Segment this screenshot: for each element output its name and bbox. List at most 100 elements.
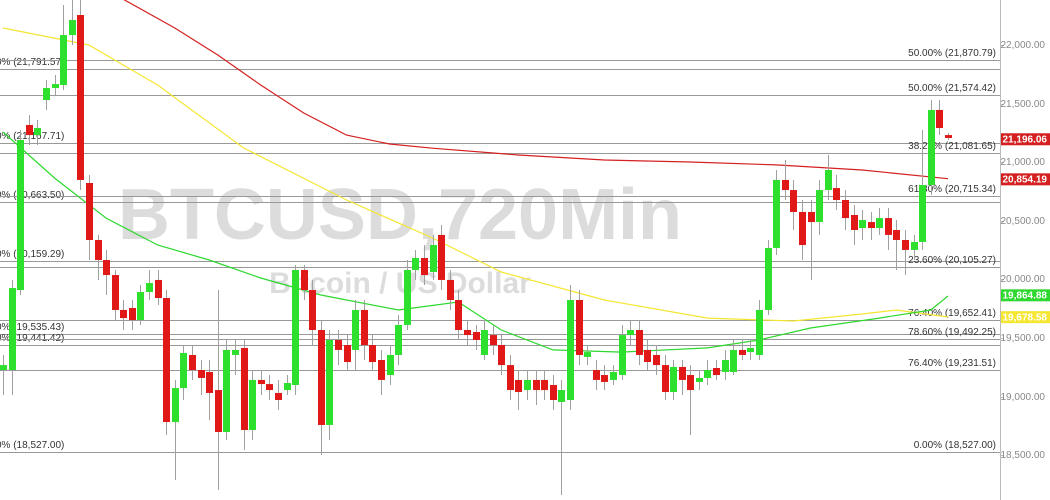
candle-body (275, 392, 282, 400)
candle-body (378, 360, 385, 380)
candle-body (421, 258, 428, 276)
candle-body (790, 190, 797, 212)
candle-body (473, 332, 480, 340)
level-label: 0% (21,167.71) (0, 131, 64, 142)
candle-body (352, 309, 359, 350)
y-tick-label: 21,500.00 (1001, 99, 1046, 110)
candle-body (455, 300, 462, 331)
candle-body (902, 239, 909, 250)
candle-body (808, 211, 815, 223)
level-label: 0% (20,159.29) (0, 249, 64, 260)
candle-body (404, 269, 411, 325)
y-tick-label: 20,500.00 (1001, 216, 1046, 227)
candle-body (172, 388, 179, 423)
price-tag-label: 20,854.19 (1003, 174, 1048, 185)
candle-body (387, 354, 394, 376)
candle-body (859, 220, 866, 229)
candle-body (344, 345, 351, 363)
level-label: 76.40% (19,652.41) (908, 308, 996, 319)
candle-body (163, 298, 170, 423)
candle-body (876, 218, 883, 229)
candle-body (524, 379, 531, 391)
candle-body (576, 300, 583, 355)
price-tag-label: 19,864.88 (1003, 290, 1048, 301)
candle-body (558, 390, 565, 402)
candle-body (369, 345, 376, 363)
level-label: 38.20% (21,081.65) (908, 141, 996, 152)
candle-body (593, 369, 600, 380)
candle-body (670, 366, 677, 393)
y-tick-label: 22,000.00 (1001, 40, 1046, 51)
candle-body (756, 309, 763, 355)
candle-body (292, 269, 299, 385)
candle-body (722, 360, 729, 372)
candle-body (9, 288, 16, 370)
candle-body (52, 84, 59, 89)
candle-body (644, 349, 651, 363)
candle-body (120, 309, 127, 319)
plot-area: BTCUSD,720Min Bitcoin / US Dollar 0% (21… (0, 0, 1000, 495)
candle-body (258, 379, 265, 385)
candle-body (687, 375, 694, 391)
level-label: 0% (19,441.42) (0, 333, 64, 344)
candle-body (0, 365, 7, 370)
candle-body (507, 365, 514, 391)
level-label: 0% (18,527.00) (0, 440, 64, 451)
candle-body (919, 184, 926, 242)
candle-body (180, 352, 187, 389)
candle-body (550, 384, 557, 400)
candle-body (241, 347, 248, 431)
candle-body (619, 335, 626, 376)
moving-average-line (2, 131, 949, 353)
candle-body (17, 139, 24, 291)
candle-body (129, 307, 136, 321)
candle-body (189, 354, 196, 370)
y-tick-label: 19,500.00 (1001, 333, 1046, 344)
level-label: 61.80% (20,715.34) (908, 184, 996, 195)
candle-body (60, 35, 67, 85)
candle-body (541, 379, 548, 391)
moving-average-line (123, 0, 949, 180)
candle-body (782, 179, 789, 191)
candle-body (284, 383, 291, 391)
candle-body (627, 330, 634, 336)
candle-body (945, 135, 952, 138)
candle-body (739, 349, 746, 355)
candle-body (155, 279, 162, 299)
watermark-subtitle: Bitcoin / US Dollar (269, 267, 531, 300)
candle-body (533, 379, 540, 391)
candle-body (490, 335, 497, 346)
candle-body (266, 384, 273, 391)
price-tag-label: 21,196.06 (1003, 134, 1048, 145)
price-tag-label: 19,678.58 (1003, 312, 1048, 323)
candle-body (567, 300, 574, 400)
candle-body (223, 349, 230, 433)
level-label: 23.60% (20,105.27) (908, 255, 996, 266)
candle-body (601, 375, 608, 382)
candle-body (103, 260, 110, 276)
candle-body (438, 234, 445, 280)
candle-body (893, 230, 900, 240)
candle-body (515, 379, 522, 393)
candle-body (928, 109, 935, 185)
candle-body (412, 258, 419, 270)
candle-body (215, 390, 222, 433)
y-tick-label: 21,000.00 (1001, 157, 1046, 168)
candle-body (481, 330, 488, 355)
candle-body (206, 371, 213, 393)
candle-body (662, 365, 669, 393)
price-tag (1001, 133, 1050, 146)
candle-body (730, 349, 737, 372)
candle-body (816, 190, 823, 223)
y-tick-label: 20,000.00 (1001, 274, 1046, 285)
level-label: 0% (20,663.50) (0, 190, 64, 201)
candle-body (77, 15, 84, 180)
candle-body (584, 352, 591, 357)
candle-body (430, 245, 437, 272)
y-tick-label: 19,000.00 (1001, 392, 1046, 403)
candle-body (799, 211, 806, 246)
level-label: 0% (21,791.57) (0, 57, 64, 68)
candle-body (146, 283, 153, 293)
candle-body (696, 377, 703, 382)
